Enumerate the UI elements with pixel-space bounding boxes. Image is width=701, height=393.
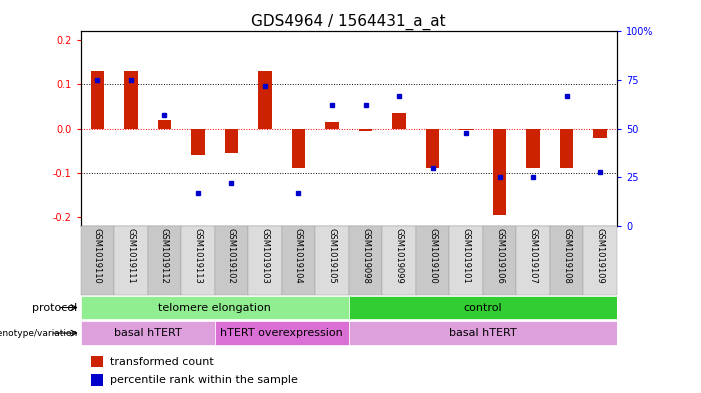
Bar bbox=[81, 321, 215, 345]
Text: GSM1019112: GSM1019112 bbox=[160, 228, 169, 284]
Text: GSM1019110: GSM1019110 bbox=[93, 228, 102, 284]
Bar bbox=[215, 321, 349, 345]
Bar bbox=[114, 226, 148, 295]
Text: hTERT overexpression: hTERT overexpression bbox=[220, 328, 343, 338]
Text: GSM1019100: GSM1019100 bbox=[428, 228, 437, 284]
Bar bbox=[426, 129, 440, 169]
Text: control: control bbox=[463, 303, 502, 312]
Bar bbox=[91, 374, 103, 386]
Bar bbox=[393, 113, 406, 129]
Bar bbox=[181, 226, 215, 295]
Title: GDS4964 / 1564431_a_at: GDS4964 / 1564431_a_at bbox=[252, 14, 446, 30]
Text: protocol: protocol bbox=[32, 303, 81, 312]
Bar bbox=[282, 226, 315, 295]
Bar bbox=[449, 226, 483, 295]
Bar bbox=[215, 226, 248, 295]
Text: GSM1019102: GSM1019102 bbox=[227, 228, 236, 284]
Text: transformed count: transformed count bbox=[110, 356, 214, 367]
Text: genotype/variation: genotype/variation bbox=[0, 329, 81, 338]
Bar bbox=[225, 129, 238, 153]
Bar bbox=[349, 321, 617, 345]
Bar bbox=[248, 226, 282, 295]
Bar bbox=[359, 129, 372, 131]
Text: telomere elongation: telomere elongation bbox=[158, 303, 271, 312]
Bar bbox=[483, 226, 517, 295]
Text: GSM1019105: GSM1019105 bbox=[327, 228, 336, 284]
Text: basal hTERT: basal hTERT bbox=[114, 328, 182, 338]
Bar bbox=[517, 226, 550, 295]
Bar bbox=[526, 129, 540, 169]
Bar bbox=[292, 129, 305, 169]
Bar bbox=[382, 226, 416, 295]
Bar bbox=[349, 296, 617, 319]
Text: GSM1019109: GSM1019109 bbox=[596, 228, 605, 284]
Text: GSM1019098: GSM1019098 bbox=[361, 228, 370, 284]
Bar bbox=[325, 122, 339, 129]
Text: GSM1019108: GSM1019108 bbox=[562, 228, 571, 284]
Bar bbox=[459, 129, 472, 130]
Text: percentile rank within the sample: percentile rank within the sample bbox=[110, 375, 298, 385]
Bar bbox=[583, 226, 617, 295]
Bar bbox=[148, 226, 181, 295]
Bar bbox=[81, 226, 114, 295]
Text: GSM1019099: GSM1019099 bbox=[395, 228, 404, 284]
Text: basal hTERT: basal hTERT bbox=[449, 328, 517, 338]
Text: GSM1019106: GSM1019106 bbox=[495, 228, 504, 284]
Text: GSM1019113: GSM1019113 bbox=[193, 228, 203, 284]
Text: GSM1019104: GSM1019104 bbox=[294, 228, 303, 284]
Bar bbox=[81, 296, 349, 319]
Bar bbox=[90, 71, 104, 129]
Bar bbox=[191, 129, 205, 155]
Bar bbox=[416, 226, 449, 295]
Bar bbox=[349, 226, 382, 295]
Bar bbox=[315, 226, 349, 295]
Bar bbox=[594, 129, 607, 138]
Bar bbox=[258, 71, 272, 129]
Bar bbox=[91, 356, 103, 367]
Bar bbox=[158, 120, 171, 129]
Text: GSM1019103: GSM1019103 bbox=[261, 228, 269, 284]
Bar bbox=[550, 226, 583, 295]
Bar bbox=[560, 129, 573, 169]
Bar bbox=[124, 71, 137, 129]
Bar bbox=[493, 129, 506, 215]
Text: GSM1019111: GSM1019111 bbox=[126, 228, 135, 284]
Text: GSM1019107: GSM1019107 bbox=[529, 228, 538, 284]
Text: GSM1019101: GSM1019101 bbox=[461, 228, 470, 284]
